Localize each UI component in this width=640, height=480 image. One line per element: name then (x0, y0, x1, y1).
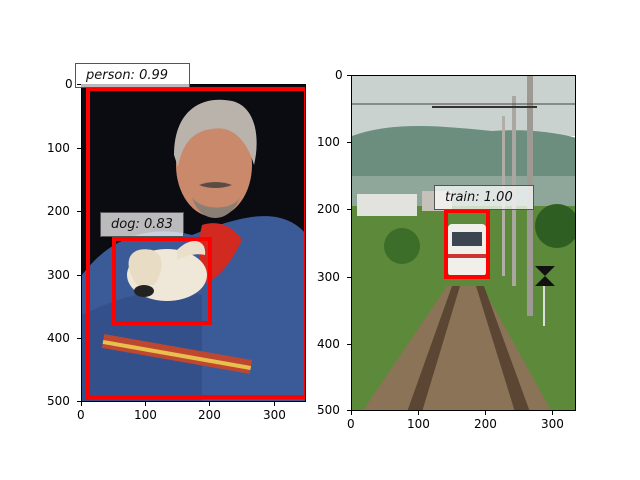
y-tickmark (77, 148, 81, 149)
x-tick-label: 0 (77, 408, 85, 422)
x-tick-label: 300 (263, 408, 286, 422)
x-tickmark (274, 402, 275, 406)
x-tick-label: 200 (198, 408, 221, 422)
y-tick-label: 500 (317, 403, 340, 417)
y-tickmark (347, 75, 351, 76)
y-tick-label: 300 (47, 268, 70, 282)
train-bounding-box (444, 209, 490, 279)
x-tickmark (351, 411, 352, 415)
dog-detection-label: dog: 0.83 (100, 212, 184, 237)
y-tick-label: 500 (47, 394, 70, 408)
y-tickmark (77, 338, 81, 339)
x-tickmark (209, 402, 210, 406)
y-tick-label: 0 (335, 68, 343, 82)
x-tickmark (81, 402, 82, 406)
dog-bounding-box (112, 237, 212, 325)
x-tick-label: 200 (474, 417, 497, 431)
person-bounding-box (86, 87, 305, 399)
x-tickmark (145, 402, 146, 406)
y-tick-label: 300 (317, 270, 340, 284)
y-tick-label: 400 (317, 337, 340, 351)
y-tickmark (347, 344, 351, 345)
y-tickmark (347, 142, 351, 143)
right-image-frame (351, 75, 576, 411)
x-tick-label: 300 (541, 417, 564, 431)
left-image-panel: person: 0.99 dog: 0.83 0 100 200 300 0 1… (47, 63, 306, 422)
x-tickmark (485, 411, 486, 415)
y-tickmark (77, 84, 81, 85)
y-tickmark (77, 275, 81, 276)
x-tick-label: 0 (347, 417, 355, 431)
left-image-frame (81, 84, 306, 402)
y-tickmark (77, 401, 81, 402)
person-detection-label: person: 0.99 (75, 63, 190, 88)
x-tickmark (552, 411, 553, 415)
y-tick-label: 200 (317, 202, 340, 216)
y-tickmark (347, 277, 351, 278)
y-tickmark (347, 209, 351, 210)
y-tick-label: 100 (47, 141, 70, 155)
x-tick-label: 100 (407, 417, 430, 431)
y-tickmark (347, 410, 351, 411)
x-tick-label: 100 (134, 408, 157, 422)
right-image-panel: train: 1.00 0 100 200 300 0 100 200 300 … (317, 68, 576, 431)
y-tick-label: 400 (47, 331, 70, 345)
y-tickmark (77, 211, 81, 212)
y-tick-label: 200 (47, 204, 70, 218)
y-tick-label: 100 (317, 135, 340, 149)
x-tickmark (418, 411, 419, 415)
y-tick-label: 0 (65, 77, 73, 91)
train-detection-label: train: 1.00 (434, 185, 534, 210)
